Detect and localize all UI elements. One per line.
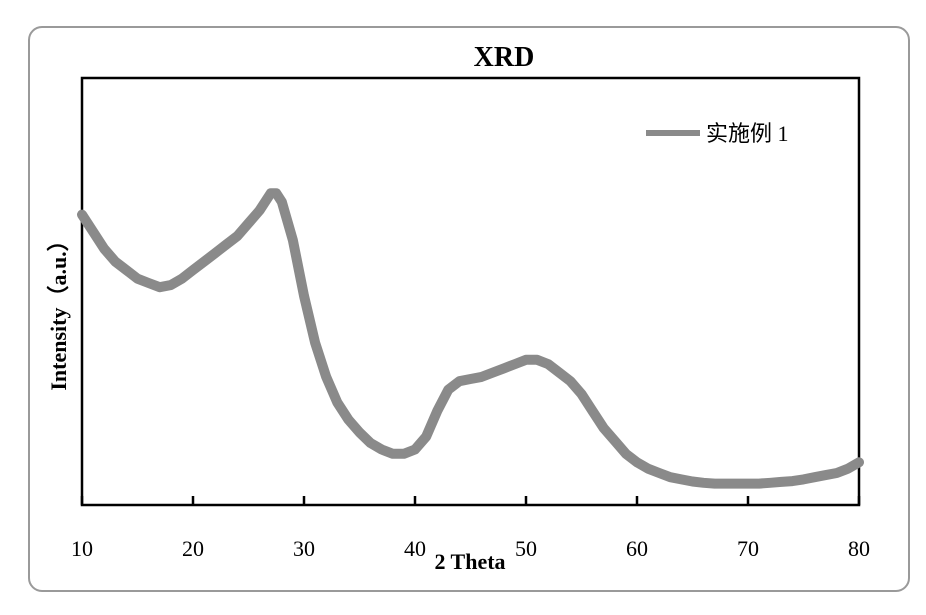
- x-tick-label-50: 50: [515, 536, 537, 561]
- x-tick-label-80: 80: [848, 536, 870, 561]
- x-axis-label: 2 Theta: [434, 549, 505, 574]
- x-tick-label-30: 30: [293, 536, 315, 561]
- x-tick-label-60: 60: [626, 536, 648, 561]
- series-line-example-1: [82, 193, 859, 483]
- x-tick-label-40: 40: [404, 536, 426, 561]
- x-axis-ticks: [82, 496, 859, 505]
- x-tick-label-10: 10: [71, 536, 93, 561]
- legend-label: 实施例 1: [706, 121, 789, 146]
- y-axis-label: Intensity（a.u.）: [46, 229, 71, 390]
- x-tick-label-20: 20: [182, 536, 204, 561]
- x-tick-label-70: 70: [737, 536, 759, 561]
- chart-title: XRD: [474, 42, 535, 73]
